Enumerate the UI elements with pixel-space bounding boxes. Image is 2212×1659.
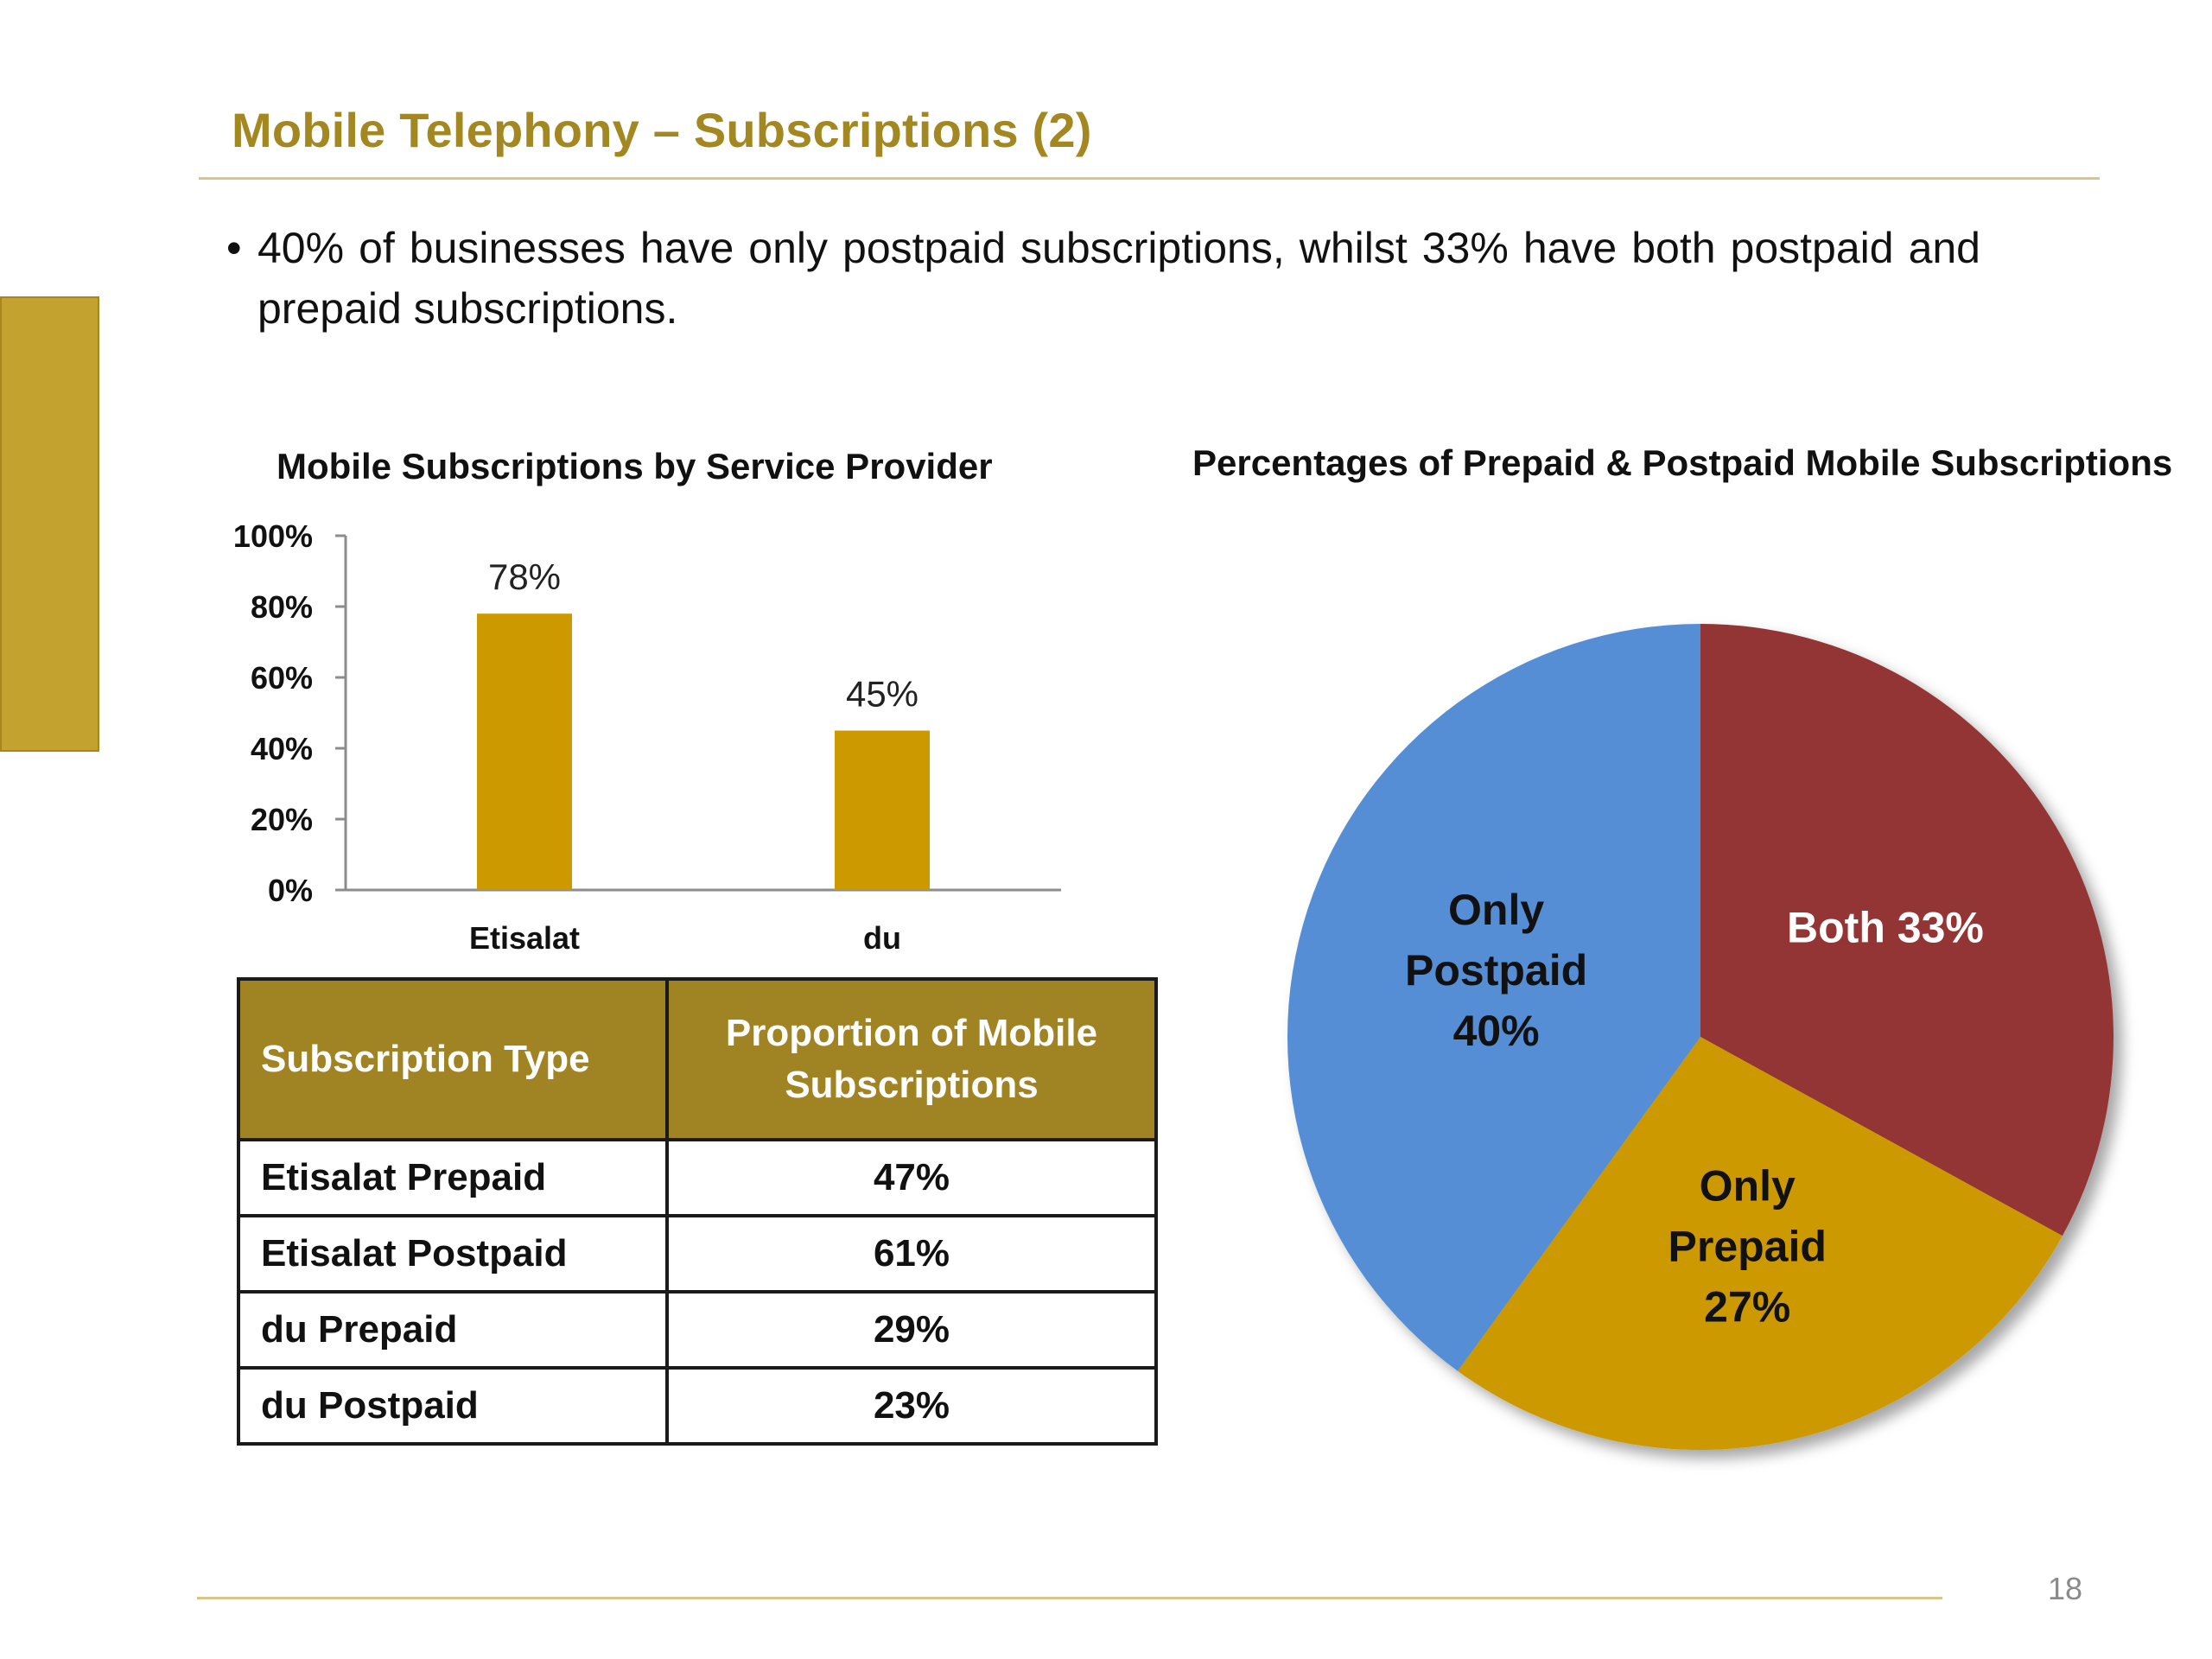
table-row: Etisalat Prepaid 47% [237, 1138, 1158, 1217]
title-divider [199, 177, 2100, 180]
header-proportion: Proportion of Mobile Subscriptions [665, 977, 1158, 1141]
y-tick-label: 80% [251, 589, 313, 625]
row-value: 29% [665, 1290, 1158, 1370]
x-category-label: du [863, 920, 901, 956]
pie-slice [1287, 624, 1700, 1371]
footer-divider [197, 1597, 1942, 1599]
bar-chart-title: Mobile Subscriptions by Service Provider [276, 446, 993, 486]
pie-label-line: 40% [1453, 1007, 1540, 1055]
subscription-table: Subscription Type Proportion of Mobile S… [237, 977, 1158, 1446]
table-header-row: Subscription Type Proportion of Mobile S… [237, 977, 1158, 1141]
bar-value-label: 45% [846, 674, 918, 715]
y-tick-label: 60% [251, 660, 313, 696]
bullet-marker: • [226, 224, 242, 272]
pie-label-line: Only [1448, 886, 1544, 934]
pie-label-line: Prepaid [1669, 1223, 1827, 1271]
pie-chart-title: Percentages of Prepaid & Postpaid Mobile… [1192, 442, 2173, 483]
side-accent-bar [0, 296, 99, 752]
slide-title: Mobile Telephony – Subscriptions (2) [232, 103, 1092, 157]
row-type: du Postpaid [237, 1366, 669, 1446]
bullet-point: • 40% of businesses have only postpaid s… [226, 218, 1980, 339]
pie-slice-label: Only Prepaid 27% [1669, 1162, 1827, 1332]
bar-du [835, 730, 930, 890]
y-tick-label: 40% [251, 731, 313, 766]
pie-slice [1700, 624, 2113, 1236]
pie-label-line: Both 33% [1787, 903, 1984, 951]
bullet-text: 40% of businesses have only postpaid sub… [257, 224, 1980, 333]
pie-slice-label: Only Postpaid 40% [1405, 886, 1587, 1055]
pie-slice [1458, 1037, 2063, 1450]
table-row: du Postpaid 23% [237, 1366, 1158, 1446]
table-row: Etisalat Postpaid 61% [237, 1214, 1158, 1294]
row-value: 61% [665, 1214, 1158, 1294]
pie-slices [1287, 624, 2113, 1450]
bar-etisalat [477, 613, 572, 890]
y-tick-label: 100% [233, 518, 313, 554]
table-row: du Prepaid 29% [237, 1290, 1158, 1370]
row-type: du Prepaid [237, 1290, 669, 1370]
row-type: Etisalat Prepaid [237, 1138, 669, 1217]
page-number: 18 [2048, 1571, 2083, 1606]
bar-value-label: 78% [488, 556, 561, 597]
x-category-label: Etisalat [469, 920, 580, 956]
pie-slice-label: Both 33% [1787, 903, 1984, 951]
pie-label-line: 27% [1704, 1283, 1790, 1332]
pie-label-line: Postpaid [1405, 946, 1587, 995]
header-subscription-type: Subscription Type [237, 977, 669, 1141]
y-tick-label: 0% [268, 873, 313, 908]
pie-label-line: Only [1700, 1162, 1796, 1211]
row-value: 47% [665, 1138, 1158, 1217]
row-value: 23% [665, 1366, 1158, 1446]
y-tick-label: 20% [251, 802, 313, 837]
row-type: Etisalat Postpaid [237, 1214, 669, 1294]
